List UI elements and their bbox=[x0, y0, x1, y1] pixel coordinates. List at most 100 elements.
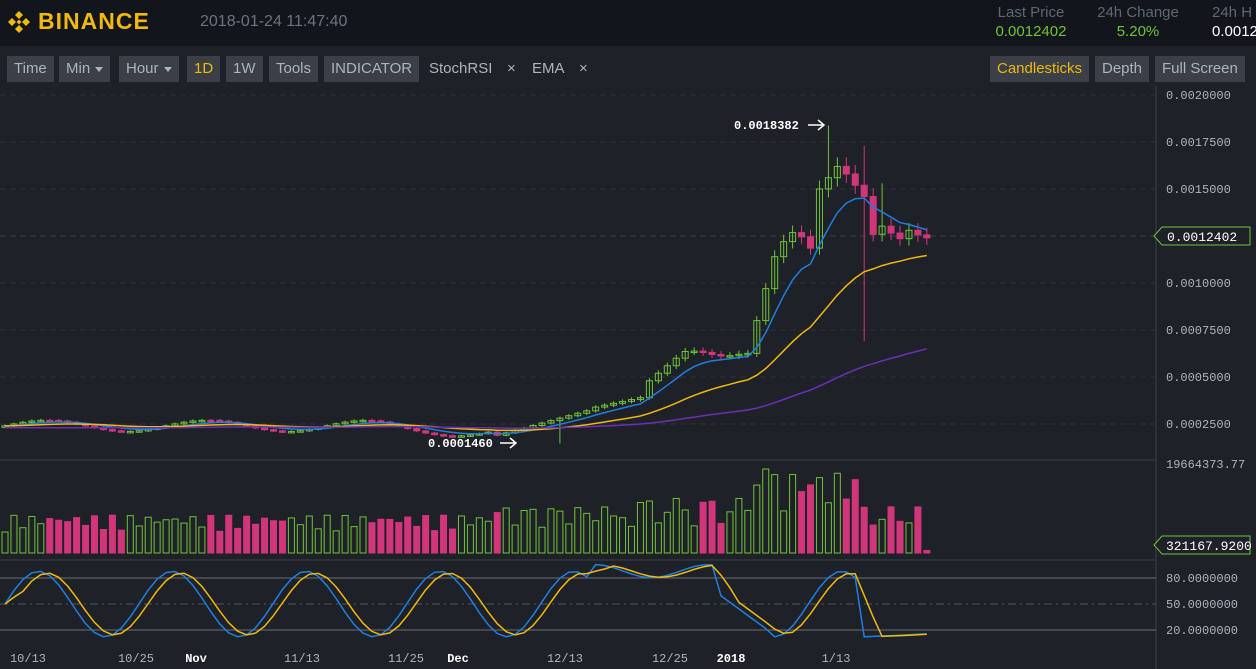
candle bbox=[565, 414, 573, 420]
candle-body bbox=[807, 236, 814, 249]
chevron-down-icon bbox=[95, 66, 104, 72]
candle bbox=[771, 250, 779, 295]
stoch-tick-label: 80.0000000 bbox=[1166, 572, 1238, 586]
fullscreen-button[interactable]: Full Screen bbox=[1155, 56, 1245, 82]
candle bbox=[126, 430, 134, 434]
candle bbox=[789, 225, 797, 249]
candle-body bbox=[690, 350, 698, 354]
volume-bar bbox=[699, 501, 707, 554]
candle bbox=[198, 418, 206, 423]
candle-body bbox=[449, 435, 456, 438]
candle bbox=[457, 434, 465, 438]
volume-bar bbox=[323, 514, 331, 554]
min-label: Min bbox=[66, 60, 91, 77]
volume-bar bbox=[386, 518, 394, 554]
candle-body bbox=[601, 404, 609, 408]
volume-bar bbox=[440, 514, 448, 554]
candle-body bbox=[538, 422, 546, 427]
candle bbox=[905, 223, 913, 246]
volume-bar bbox=[10, 514, 18, 554]
stochrsi-lines bbox=[4, 563, 927, 638]
volume-bars bbox=[1, 468, 931, 554]
volume-bar bbox=[833, 472, 841, 554]
tools-button[interactable]: Tools bbox=[269, 56, 319, 82]
volume-bar bbox=[449, 528, 456, 554]
volume-bar bbox=[1, 531, 9, 554]
volume-bar bbox=[708, 500, 716, 554]
price-tick-label: 0.0020000 bbox=[1166, 89, 1231, 103]
volume-bar bbox=[610, 515, 618, 554]
high-label: 24h H bbox=[1212, 4, 1253, 21]
last-price-value: 0.0012402 bbox=[995, 23, 1067, 40]
candle-body bbox=[842, 165, 850, 175]
last-price-stat: Last Price 0.0012402 bbox=[992, 4, 1070, 40]
candle-body bbox=[878, 225, 886, 235]
interval-1d-button[interactable]: 1D bbox=[187, 56, 221, 82]
current-price-value: 0.0012402 bbox=[1167, 230, 1237, 245]
volume-bar bbox=[234, 527, 242, 554]
price-chart[interactable]: 0.0020000 0.0017500 0.0015000 0.0012402 0.00… bbox=[0, 86, 1256, 669]
change-stat: 24h Change 5.20% bbox=[1092, 4, 1184, 40]
candle-body bbox=[824, 177, 832, 190]
volume-bar bbox=[466, 524, 474, 554]
volume-bar bbox=[896, 520, 904, 554]
volume-bar bbox=[645, 500, 653, 554]
candle bbox=[350, 419, 358, 424]
x-tick-label: 11/13 bbox=[284, 652, 320, 666]
candle-body bbox=[466, 434, 474, 437]
price-tick-label: 0.0005000 bbox=[1166, 371, 1231, 385]
stochrsi-k-line bbox=[4, 563, 927, 638]
volume-bar bbox=[64, 521, 72, 554]
volume-bar bbox=[422, 515, 430, 554]
low-annotation: 0.0001460 bbox=[428, 437, 518, 451]
binance-logo[interactable]: BINANCE bbox=[6, 8, 150, 35]
volume-bar bbox=[189, 516, 197, 554]
candle-body bbox=[887, 225, 895, 234]
change-label: 24h Change bbox=[1097, 4, 1179, 21]
candle-body bbox=[556, 417, 564, 422]
candle bbox=[270, 428, 277, 433]
remove-stochrsi-button[interactable]: × bbox=[507, 60, 516, 77]
high-annotation: 0.0018382 bbox=[734, 119, 826, 133]
min-dropdown[interactable]: Min bbox=[59, 56, 111, 82]
chevron-down-icon bbox=[163, 66, 172, 72]
volume-bar bbox=[332, 530, 340, 554]
stoch-tick-label: 20.0000000 bbox=[1166, 624, 1238, 638]
candle-body bbox=[332, 423, 340, 427]
volume-bar bbox=[628, 525, 635, 554]
candle bbox=[538, 421, 546, 427]
volume-bar bbox=[305, 515, 313, 554]
candle-body bbox=[663, 365, 671, 374]
candle-body bbox=[117, 430, 125, 433]
volume-bar bbox=[91, 515, 98, 554]
interval-1w-button[interactable]: 1W bbox=[226, 56, 263, 82]
candle-body bbox=[771, 256, 779, 290]
candle bbox=[654, 370, 662, 384]
candle bbox=[681, 347, 689, 362]
candle-body bbox=[628, 399, 635, 402]
candlesticks-button[interactable]: Candlesticks bbox=[990, 56, 1090, 82]
volume-bar bbox=[484, 520, 492, 554]
volume-bar bbox=[726, 511, 734, 554]
candle bbox=[556, 416, 564, 444]
volume-tag-shape bbox=[1153, 535, 1251, 555]
candle-body bbox=[28, 420, 36, 423]
hour-dropdown[interactable]: Hour bbox=[119, 56, 179, 82]
candle-body bbox=[860, 184, 868, 198]
remove-ema-button[interactable]: × bbox=[579, 60, 588, 77]
candle bbox=[690, 347, 698, 356]
volume-bar bbox=[314, 528, 322, 554]
candle bbox=[807, 229, 814, 255]
volume-bar bbox=[135, 525, 143, 554]
candle bbox=[619, 399, 627, 406]
price-tick-label: 0.0015000 bbox=[1166, 183, 1231, 197]
volume-bar bbox=[798, 491, 806, 554]
time-button[interactable]: Time bbox=[7, 56, 54, 82]
indicator-button[interactable]: INDICATOR bbox=[324, 56, 420, 82]
stoch-tick-label: 50.0000000 bbox=[1166, 598, 1238, 612]
volume-bar bbox=[717, 522, 725, 554]
candle bbox=[851, 165, 859, 194]
candle-body bbox=[789, 232, 797, 243]
depth-button[interactable]: Depth bbox=[1095, 56, 1150, 82]
volume-bar bbox=[144, 516, 152, 554]
